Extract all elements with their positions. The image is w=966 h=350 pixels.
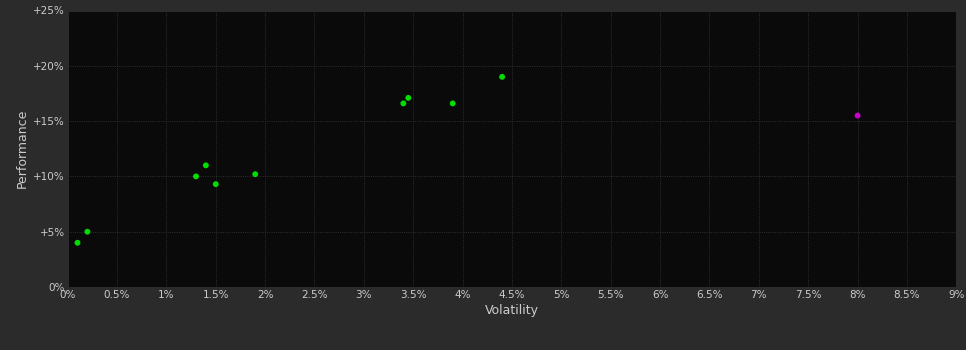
Point xyxy=(401,95,416,101)
Point xyxy=(396,100,412,106)
Point xyxy=(198,162,213,168)
Point xyxy=(247,172,263,177)
Point xyxy=(188,174,204,179)
Point xyxy=(70,240,85,246)
Y-axis label: Performance: Performance xyxy=(15,109,29,188)
Point xyxy=(445,100,461,106)
X-axis label: Volatility: Volatility xyxy=(485,304,539,317)
Point xyxy=(208,181,223,187)
Point xyxy=(850,113,866,118)
Point xyxy=(79,229,95,234)
Point xyxy=(495,74,510,80)
